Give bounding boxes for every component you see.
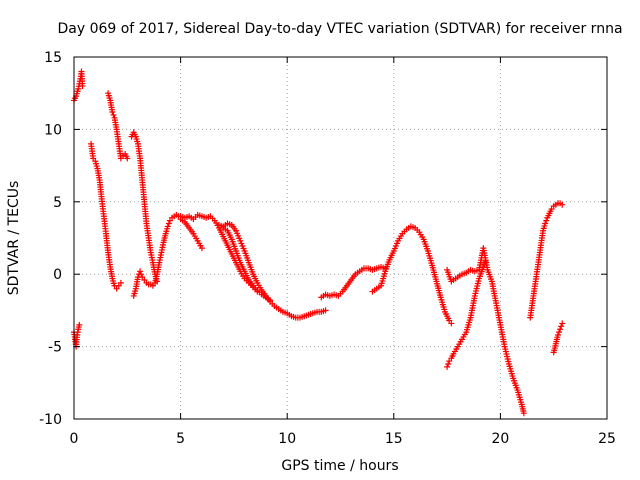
data-point (557, 326, 564, 333)
x-tick-label: 25 (598, 431, 616, 447)
x-tick-label: 15 (385, 431, 403, 447)
axis-ticks (73, 56, 608, 420)
grid-lines (74, 57, 607, 419)
data-point-fill (165, 220, 172, 227)
data-point (109, 109, 116, 116)
data-point (559, 320, 566, 327)
data-point-fill (110, 111, 117, 118)
data-point-fill (543, 217, 550, 224)
data-point-fill (558, 323, 565, 330)
x-tick-labels: 0 5 10 15 20 25 (70, 431, 616, 447)
data-point (124, 155, 131, 162)
data-point (559, 201, 566, 208)
data-point (76, 321, 83, 328)
data-point (448, 320, 455, 327)
x-axis-title: GPS time / hours (281, 458, 398, 474)
data-point (137, 268, 144, 275)
data-point (542, 220, 549, 227)
data-point (79, 82, 86, 89)
y-tick-label: 15 (44, 50, 62, 66)
data-point (267, 297, 274, 304)
x-tick-label: 5 (176, 431, 185, 447)
data-point (322, 307, 329, 314)
plot-border (73, 56, 608, 420)
y-axis-title: SDTVAR / TECUs (6, 181, 22, 296)
data-point (198, 245, 205, 252)
x-tick-label: 10 (278, 431, 296, 447)
x-tick-label: 20 (491, 431, 509, 447)
chart-title: Day 069 of 2017, Sidereal Day-to-day VTE… (57, 21, 622, 37)
data-point (554, 332, 561, 339)
y-tick-label: 0 (53, 267, 62, 283)
y-tick-label: 5 (53, 195, 62, 211)
data-point-fill (138, 271, 145, 278)
data-points (71, 68, 566, 417)
data-point (117, 279, 124, 286)
data-point (520, 410, 527, 417)
data-point (444, 363, 451, 370)
data-point-fill (445, 360, 452, 367)
y-tick-label: -5 (48, 340, 62, 356)
y-tick-label: 10 (44, 122, 62, 138)
x-tick-label: 0 (70, 431, 79, 447)
data-point (164, 223, 171, 230)
y-tick-labels: -10 -5 0 5 10 15 (39, 50, 62, 428)
data-point-fill (556, 329, 563, 336)
y-tick-label: -10 (39, 412, 62, 428)
